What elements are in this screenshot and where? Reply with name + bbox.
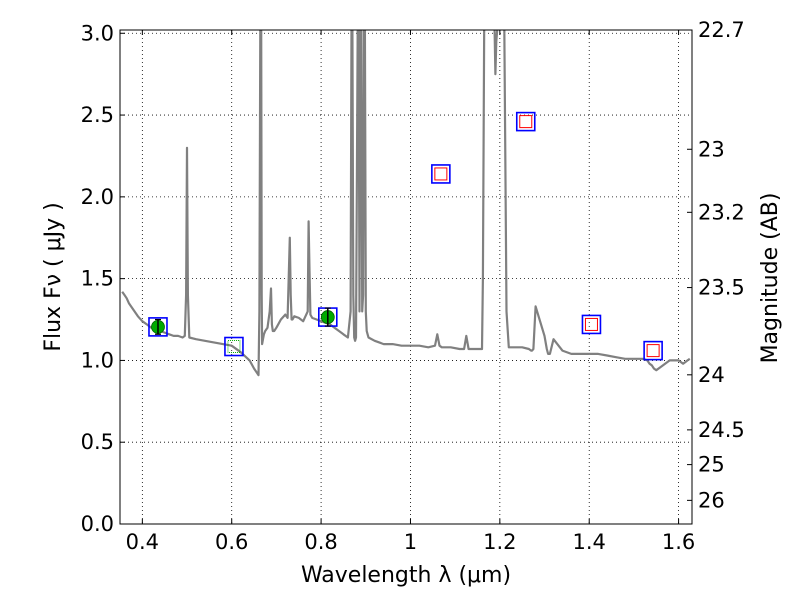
y-axis-label: Flux Fν ( μJy )	[41, 202, 66, 351]
plot-frame	[119, 29, 693, 525]
photometry-marker	[227, 340, 241, 354]
mag-tick-label: 24.5	[698, 418, 745, 442]
y-axis-right-label: Magnitude (AB)	[758, 193, 783, 364]
x-tick-label: 1.6	[662, 530, 695, 554]
x-tick-label: 1.4	[573, 530, 606, 554]
mag-tick-label: 24	[698, 363, 725, 387]
photometry-layer	[148, 111, 663, 361]
y-tick-label: 1.5	[81, 267, 114, 291]
x-tick-label: 0.6	[215, 530, 248, 554]
photometry-box	[643, 340, 663, 361]
photometry-marker	[646, 344, 660, 358]
photometry-point	[224, 336, 244, 357]
photometry-marker	[434, 167, 448, 181]
x-tick-label: 0.4	[126, 530, 159, 554]
mag-tick-label: 22.7	[698, 18, 745, 42]
spectrum-layer	[121, 30, 691, 377]
photometry-box	[148, 317, 168, 337]
x-axis-label: Wavelength λ (μm)	[301, 563, 511, 588]
photometry-box	[431, 164, 451, 184]
photometry-marker	[584, 317, 598, 331]
y-tick-label: 3.0	[81, 21, 114, 45]
photometry-point	[431, 164, 451, 184]
photometry-point	[581, 314, 602, 335]
x-tick-label: 0.8	[304, 530, 337, 554]
x-tick-label: 1	[404, 530, 417, 554]
photometry-point	[317, 307, 338, 327]
photometry-point	[515, 111, 536, 132]
photometry-box	[224, 336, 244, 357]
spectrum-line	[121, 30, 691, 377]
y-tick-label: 0.5	[81, 430, 114, 454]
y-tick-label: 2.0	[81, 185, 114, 209]
y-tick-label: 2.5	[81, 103, 114, 127]
x-tick-label: 1.2	[483, 530, 516, 554]
y-tick-label: 1.0	[81, 348, 114, 372]
photometry-point	[148, 317, 168, 337]
mag-tick-label: 26	[698, 488, 725, 512]
mag-tick-label: 23.5	[698, 276, 745, 300]
ticks-layer: 0.4 0.6 0.8 1 1.2 1.4 1.6 0.0 0.5 1.0 1.5 2.0 2.5 3.0…	[81, 18, 745, 554]
mag-tick-label: 23.2	[698, 200, 745, 224]
photometry-box	[581, 314, 602, 335]
mag-tick-label: 25	[698, 453, 725, 477]
photometry-marker	[519, 115, 533, 129]
y-tick-label: 0.0	[81, 512, 114, 536]
mag-tick-label: 23	[698, 137, 725, 161]
photometry-box	[515, 111, 536, 132]
photometry-point	[643, 340, 663, 361]
